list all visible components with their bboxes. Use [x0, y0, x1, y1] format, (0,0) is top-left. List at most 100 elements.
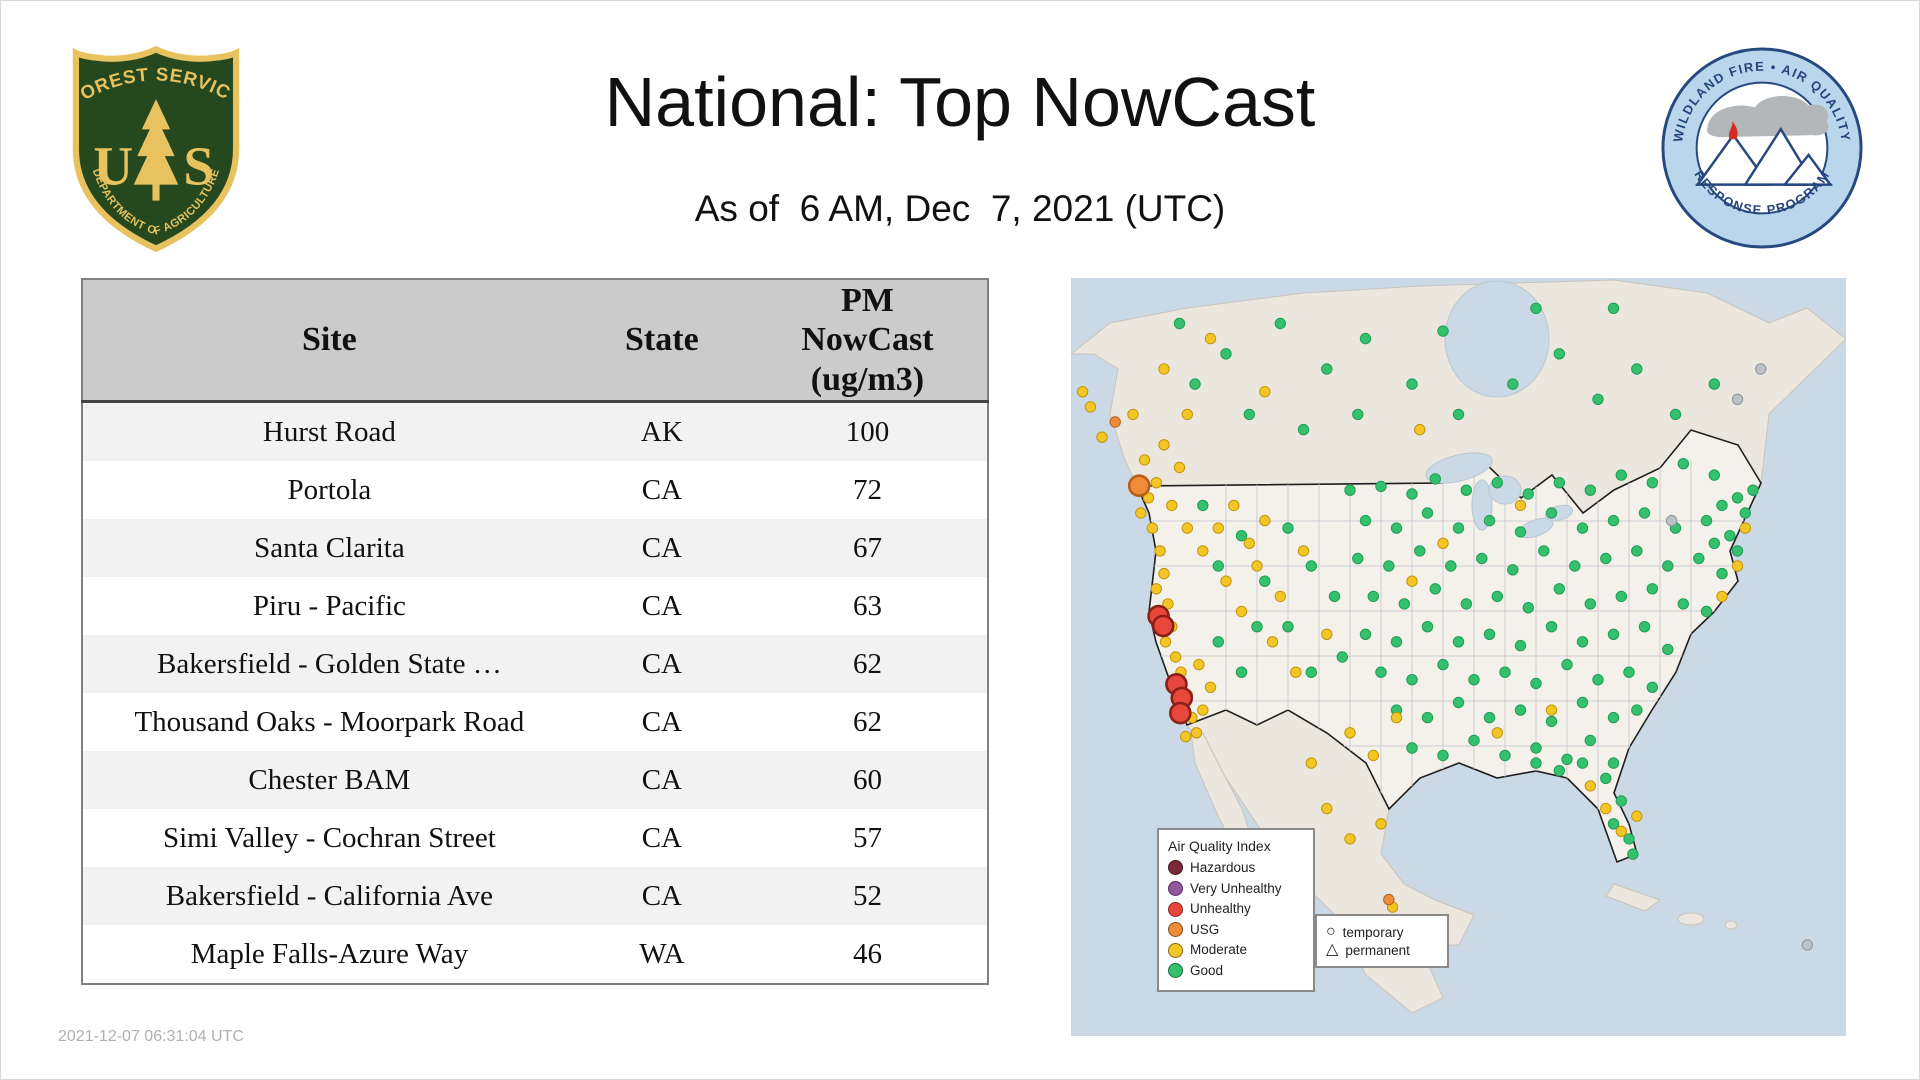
aqi-dot-good — [1553, 348, 1565, 360]
aqi-dot-moderate — [1414, 423, 1426, 436]
aqi-dot-good — [1553, 477, 1565, 489]
aqi-dot-good — [1437, 749, 1449, 762]
aqi-dot-good — [1561, 753, 1573, 765]
aqi-dot-good — [1592, 393, 1604, 406]
aqi-map: Air Quality Index Hazardous Very Unhealth… — [1071, 278, 1846, 1036]
aqi-dot-good — [1390, 636, 1403, 648]
aqi-legend-title: Air Quality Index — [1168, 838, 1271, 854]
aqi-dot-good — [1321, 363, 1333, 375]
aqi-dot-good — [1390, 522, 1403, 534]
aqi-dot-good — [1592, 674, 1604, 686]
aqi-dot-good — [1437, 325, 1449, 337]
state-cell: WA — [639, 937, 685, 970]
aqi-dot-moderate — [1162, 598, 1174, 610]
aqi-dot-good — [1414, 545, 1426, 557]
nowcast-table: Site State PM NowCast (ug/m3) Hurst Road AK… — [81, 278, 989, 985]
usfs-logo: FOREST SERVICE U S DEPARTMENT OF AGRICUL… — [60, 27, 245, 259]
aqi-dot-good — [1576, 636, 1589, 648]
aqi-dot-good — [1545, 715, 1558, 728]
nowcast-value-cell: 63 — [852, 589, 882, 622]
aqi-dot-moderate — [1135, 507, 1147, 519]
monitor-dots-layer — [1076, 302, 1813, 951]
aqi-dot-good — [1406, 488, 1418, 500]
aqi-dot-gray — [1665, 514, 1678, 527]
aqi-dot-good — [1336, 651, 1348, 663]
aqi-dot-good — [1522, 602, 1534, 614]
hudson-bay — [1444, 280, 1550, 398]
aqi-dot-moderate — [1321, 628, 1333, 640]
aqi-dot-good — [1530, 742, 1542, 754]
aqi-dot-good — [1739, 507, 1751, 519]
site-cell: Hurst Road — [262, 415, 396, 448]
aqi-dot-moderate — [1197, 704, 1209, 716]
nowcast-value-cell: 57 — [852, 821, 882, 854]
table-row: Piru - Pacific CA 63 — [82, 577, 988, 635]
aqi-dot-good — [1646, 477, 1658, 489]
aqi-dot-moderate — [1190, 727, 1203, 739]
aqi-legend-item: Hazardous — [1168, 859, 1304, 877]
aqi-dot-good — [1530, 677, 1542, 690]
aqi-dot-moderate — [1716, 590, 1728, 603]
aqi-legend-label: USG — [1190, 921, 1220, 937]
table-row: Bakersfield - California Ave CA 52 — [82, 867, 988, 925]
table-row: Thousand Oaks - Moorpark Road CA 62 — [82, 693, 988, 751]
state-cell: CA — [641, 705, 682, 738]
aqi-dot-good — [1700, 605, 1713, 618]
aqi-dot-good — [1538, 545, 1550, 557]
site-cell: Piru - Pacific — [252, 589, 406, 622]
nowcast-value-cell: 52 — [852, 879, 882, 912]
aqi-dot-good — [1615, 795, 1627, 807]
usfs-letter-u: U — [93, 136, 133, 197]
aqi-dot-good — [1623, 833, 1635, 845]
aqi-dot-moderate — [1390, 711, 1403, 724]
aqi-dot-moderate — [1138, 454, 1151, 466]
table-row: Bakersfield - Golden State … CA 62 — [82, 635, 988, 693]
usfs-letter-s: S — [183, 136, 214, 197]
aqi-dot-good — [1445, 560, 1457, 572]
aqi-dot-good — [1220, 348, 1232, 360]
aqi-dot-moderate — [1266, 636, 1279, 648]
wfaqrp-logo: WILDLAND FIRE • AIR QUALITY RESPONSE PRO… — [1658, 44, 1866, 252]
marker-legend: ○ temporary △ permanent — [1315, 914, 1449, 968]
aqi-dot-good — [1212, 636, 1225, 648]
aqi-dot-moderate — [1437, 537, 1449, 549]
aqi-dot-good — [1731, 545, 1744, 557]
aqi-dot-good — [1553, 765, 1565, 777]
aqi-dot-moderate — [1158, 567, 1170, 580]
aqi-dot-good — [1421, 621, 1434, 633]
aqi-dot-gray — [1731, 393, 1744, 406]
aqi-dot-good — [1514, 639, 1527, 652]
aqi-dot-good — [1212, 560, 1225, 572]
aqi-dot-good — [1716, 499, 1728, 512]
aqi-dot-good — [1545, 621, 1558, 633]
aqi-dot-moderate — [1375, 818, 1387, 830]
table-row: Portola CA 72 — [82, 461, 988, 519]
aqi-dot-good — [1460, 598, 1472, 610]
aqi-dot-good — [1189, 378, 1201, 390]
aqi-dot-gray — [1801, 939, 1813, 951]
aqi-dot-usg — [1383, 893, 1395, 906]
aqi-dot-moderate — [1731, 560, 1744, 572]
aqi-dot-good — [1359, 514, 1372, 527]
aqi-dot-good — [1569, 560, 1581, 572]
aqi-dot-moderate — [1197, 545, 1209, 557]
aqi-legend-item: Moderate — [1168, 941, 1304, 959]
nowcast-value-cell: 60 — [852, 763, 882, 796]
aqi-dot-good — [1173, 317, 1186, 330]
aqi-dot-moderate — [1600, 802, 1612, 815]
aqi-color-swatch — [1168, 922, 1183, 938]
aqi-dot-good — [1724, 530, 1736, 542]
aqi-dot-good — [1576, 696, 1589, 709]
aqi-dot-moderate — [1193, 658, 1205, 671]
aqi-dot-good — [1421, 507, 1434, 519]
nowcast-table-body: Hurst Road AK 100 Portola CA 72 Santa Clarita C… — [82, 401, 988, 984]
aqi-dot-moderate — [1204, 681, 1217, 693]
aqi-dot-good — [1352, 408, 1364, 421]
aqi-legend: Air Quality Index Hazardous Very Unhealth… — [1157, 828, 1315, 993]
aqi-dot-moderate — [1181, 522, 1194, 534]
pine-tree-icon — [133, 99, 179, 201]
aqi-dot-good — [1429, 473, 1441, 485]
aqi-legend-label: Hazardous — [1190, 860, 1256, 876]
aqi-dot-moderate — [1142, 492, 1155, 504]
